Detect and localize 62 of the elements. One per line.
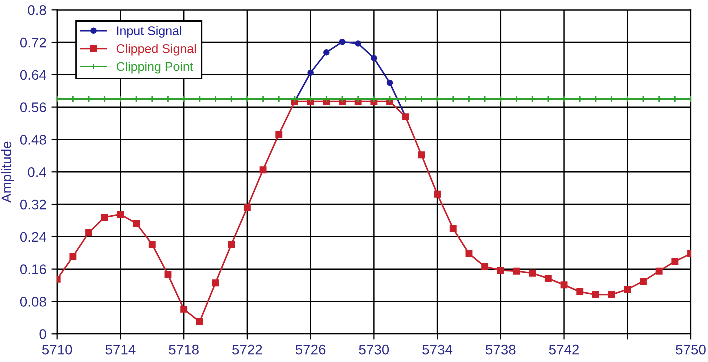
point [276,130,283,138]
legend-label: Clipped Signal [116,44,196,56]
point [529,270,536,277]
y-tick-label: 0 [40,329,46,340]
point [608,291,616,298]
point [513,268,520,275]
y-tick-label: 0.72 [20,38,46,48]
point [672,258,679,266]
point [324,50,330,56]
point [418,152,426,159]
point [101,214,108,221]
y-tick-label: 0.24 [20,232,47,242]
x-tick-label: 5750 [676,344,706,355]
point [576,288,584,296]
x-tick-label: 5738 [486,344,516,355]
point [640,278,647,285]
y-tick-label: 0.48 [20,135,46,145]
point [592,291,600,298]
point [560,282,568,289]
legend-label: Input Signal [117,26,182,38]
point [371,55,378,62]
point [450,225,457,232]
y-tick-label: 0.32 [20,200,46,210]
x-tick-label: 5714 [106,345,136,355]
point [148,241,156,248]
x-tick-label: 5710 [42,344,72,355]
point [624,286,632,294]
y-tick-label: 0.64 [20,70,47,80]
x-tick-label: 5718 [169,344,199,355]
point [117,211,124,218]
y-tick-label: 0.16 [20,264,46,274]
x-tick-label: 5742 [549,344,580,355]
y-tick-label: 0.4 [28,167,47,178]
y-axis-title: Amplitude [1,142,14,203]
x-tick-label: 5726 [296,344,326,355]
legend-label: Clipping Point [116,62,194,74]
point [180,306,188,313]
point [466,250,473,258]
point [133,220,140,228]
point [70,253,77,260]
point [308,70,314,76]
point [386,80,394,86]
point [260,166,267,174]
point [212,280,220,287]
y-tick-label: 0.56 [20,102,46,112]
point [482,263,489,270]
point [434,190,442,198]
point [497,267,504,274]
point [544,275,552,282]
point [86,229,93,236]
point [244,204,251,212]
point [228,241,236,248]
y-tick-label: 0.08 [20,297,46,307]
y-tick-label: 0.8 [28,5,46,16]
point [196,318,204,326]
x-tick-label: 5722 [232,344,262,355]
point [355,40,362,47]
point [164,272,172,278]
x-tick-label: 5734 [422,344,453,355]
point [339,39,346,46]
point [656,268,663,275]
x-tick-label: 5730 [359,344,390,355]
